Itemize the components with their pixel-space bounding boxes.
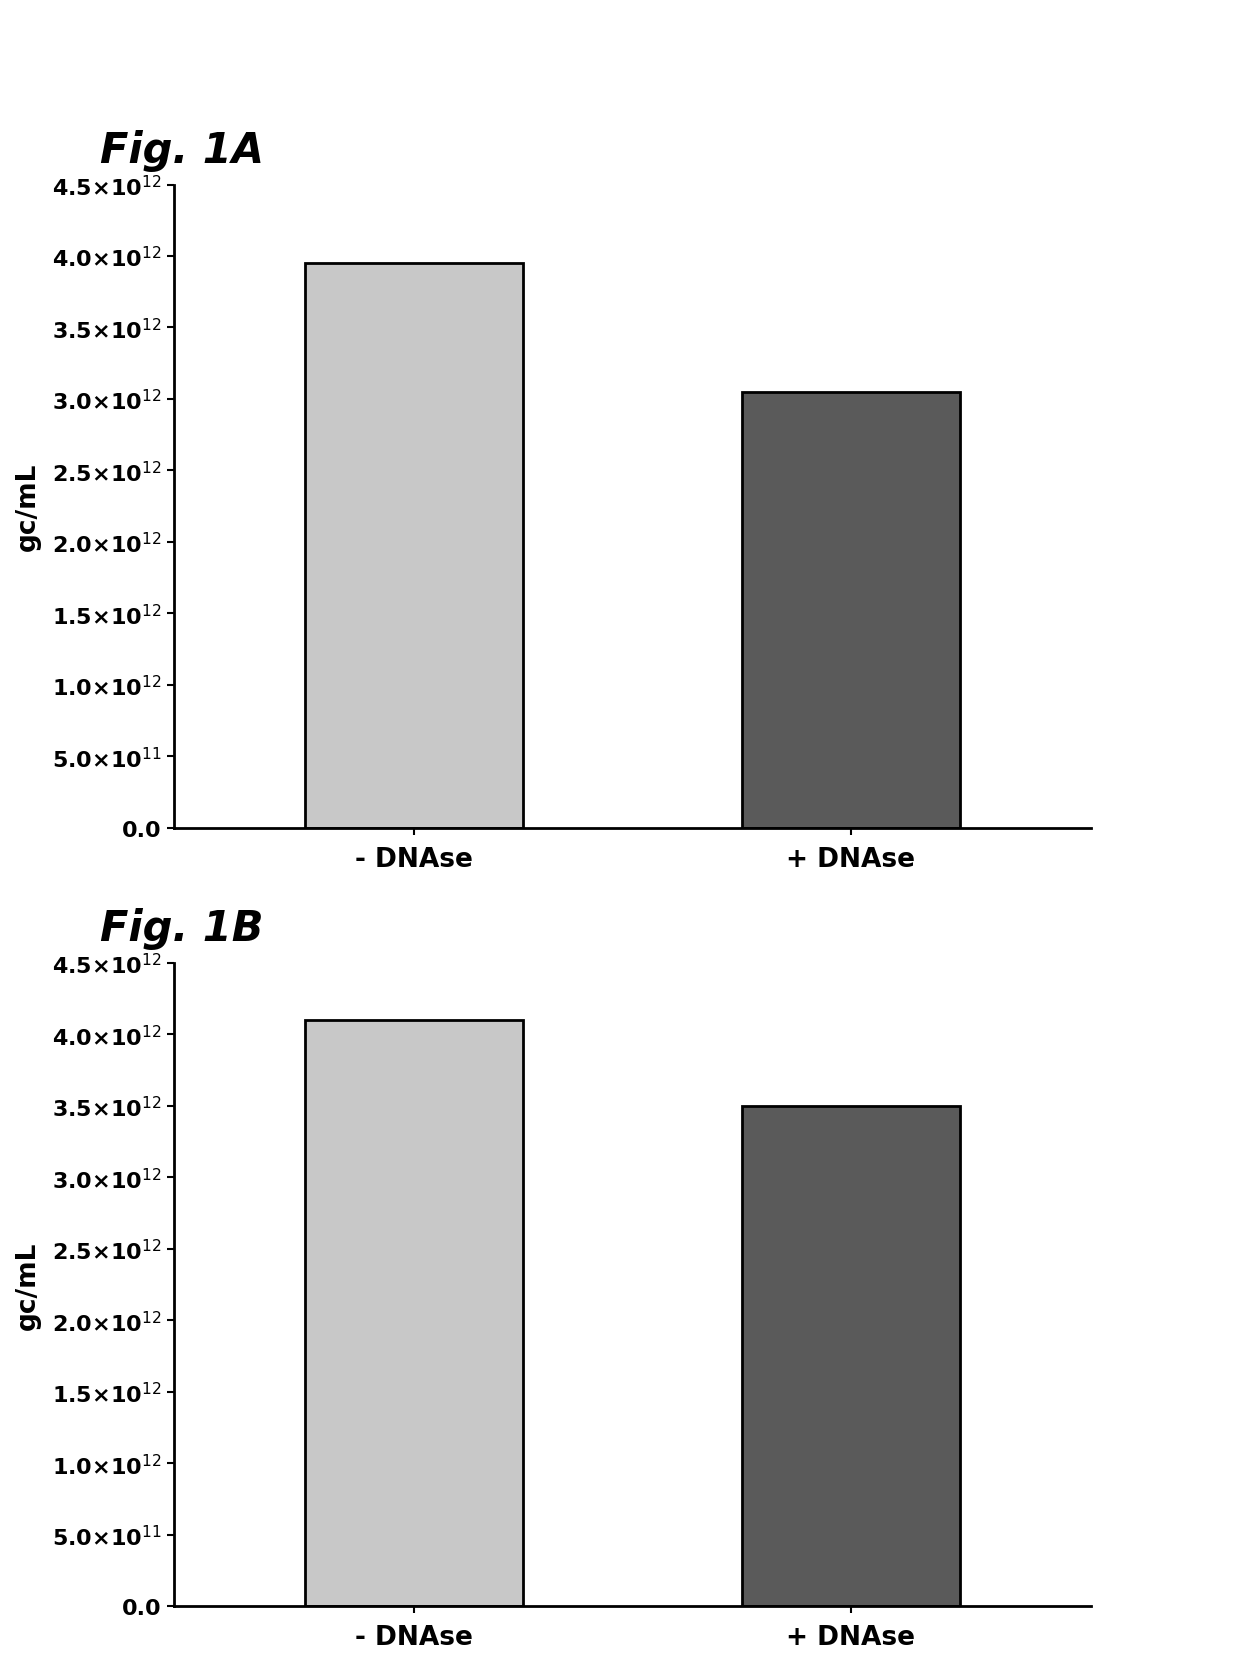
Bar (305, 264, 523, 828)
Text: Fig. 1B: Fig. 1B (100, 908, 264, 950)
Bar (742, 1106, 960, 1606)
Y-axis label: gc/mL: gc/mL (15, 1241, 41, 1328)
Text: Fig. 1A: Fig. 1A (100, 130, 264, 172)
Bar (742, 393, 960, 828)
Bar (305, 1021, 523, 1606)
Y-axis label: gc/mL: gc/mL (15, 463, 41, 550)
